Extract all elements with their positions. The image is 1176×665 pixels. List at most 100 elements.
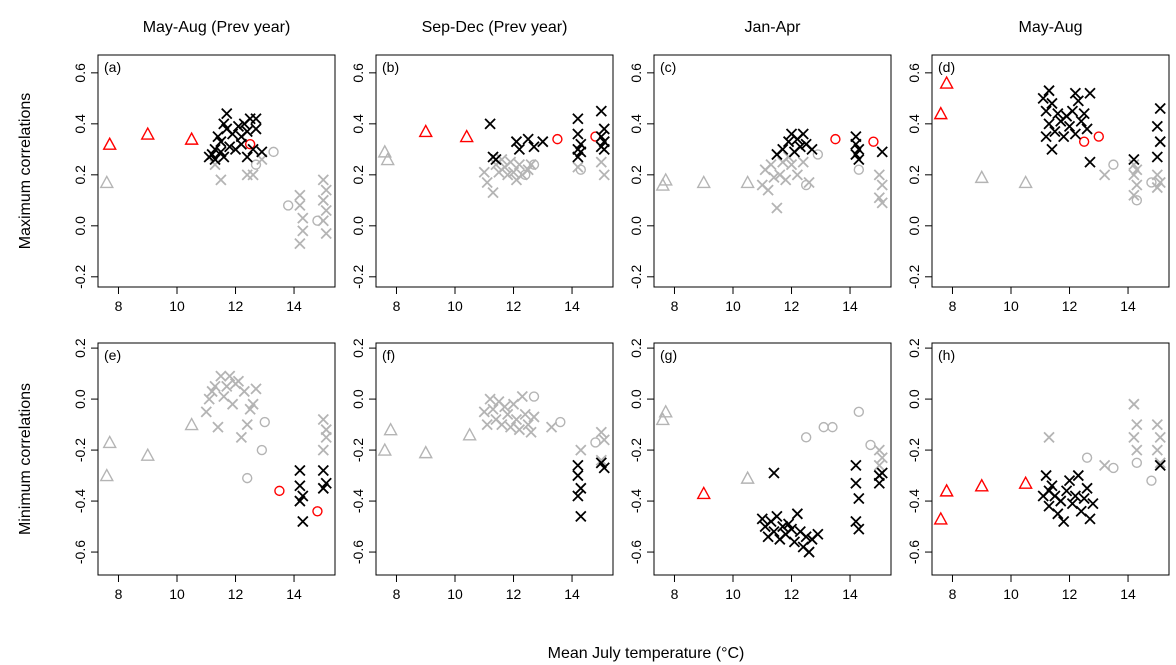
data-point-triangle bbox=[459, 129, 474, 143]
data-point-cross bbox=[806, 143, 818, 155]
data-point-cross bbox=[484, 118, 496, 130]
data-point-cross bbox=[595, 156, 607, 168]
data-point-cross bbox=[1046, 97, 1058, 110]
data-point-cross bbox=[513, 158, 526, 171]
data-point-cross bbox=[297, 490, 309, 502]
data-point-cross bbox=[215, 174, 227, 186]
data-point-triangle bbox=[974, 169, 989, 184]
data-point-cross bbox=[572, 161, 584, 173]
panel-frame bbox=[97, 342, 336, 576]
x-tick-label: 8 bbox=[115, 586, 123, 602]
x-axis-title: Mean July temperature (°C) bbox=[548, 645, 745, 662]
y-tick-label: -0.2 bbox=[72, 438, 88, 462]
y-tick-label: -0.2 bbox=[350, 438, 366, 462]
data-point-cross bbox=[1084, 156, 1096, 168]
data-point-cross bbox=[250, 113, 262, 125]
data-point-cross bbox=[1040, 469, 1052, 482]
data-point-cross bbox=[490, 153, 502, 166]
data-point-triangle bbox=[740, 470, 755, 484]
data-point-circle bbox=[256, 444, 268, 456]
data-point-cross bbox=[1151, 169, 1163, 181]
data-point-triangle bbox=[658, 404, 673, 418]
y-tick-label: 0.0 bbox=[628, 216, 644, 236]
panel-frame bbox=[931, 54, 1170, 288]
data-point-cross bbox=[224, 141, 236, 153]
data-point-cross bbox=[762, 184, 774, 196]
x-tick-label: 10 bbox=[1003, 586, 1019, 602]
data-point-cross bbox=[320, 204, 332, 217]
data-point-cross bbox=[768, 171, 780, 184]
data-point-cross bbox=[780, 174, 792, 186]
data-point-cross bbox=[510, 413, 523, 426]
data-point-cross bbox=[850, 148, 862, 161]
data-point-cross bbox=[850, 515, 862, 528]
data-point-cross bbox=[1131, 418, 1143, 431]
data-point-cross bbox=[241, 418, 253, 431]
data-point-cross bbox=[317, 194, 329, 206]
data-point-cross bbox=[294, 199, 306, 212]
data-point-triangle bbox=[933, 106, 948, 120]
data-point-cross bbox=[481, 418, 493, 431]
data-point-cross bbox=[294, 238, 306, 250]
data-point-triangle bbox=[939, 75, 954, 89]
data-point-cross bbox=[1154, 457, 1166, 469]
data-point-cross bbox=[853, 523, 865, 535]
data-point-circle bbox=[818, 421, 829, 433]
data-point-cross bbox=[876, 146, 888, 158]
y-tick-label: 0.0 bbox=[350, 389, 366, 409]
data-point-cross bbox=[876, 197, 888, 209]
panels: (a) May-Aug (Prev year) 8 10 12 14 -0.2 0.0 0.2 0… bbox=[72, 19, 1170, 602]
data-point-cross bbox=[528, 141, 540, 153]
x-tick-label: 8 bbox=[115, 298, 123, 314]
data-point-cross bbox=[572, 128, 584, 140]
y-tick-label: -0.2 bbox=[628, 265, 644, 289]
data-point-cross bbox=[507, 166, 520, 178]
panel-e: (e) 8 10 12 14 -0.6 -0.4 -0.2 0.0 0.2 bbox=[72, 338, 336, 602]
data-point-cross bbox=[1128, 398, 1140, 410]
data-point-cross bbox=[768, 526, 780, 538]
data-point-circle bbox=[250, 159, 262, 170]
data-point-cross bbox=[221, 380, 233, 392]
data-point-cross bbox=[1098, 169, 1111, 181]
x-tick-label: 10 bbox=[725, 298, 741, 314]
data-point-circle bbox=[1146, 475, 1157, 486]
data-point-circle bbox=[868, 136, 879, 147]
data-point-cross bbox=[873, 444, 885, 456]
x-tick-label: 14 bbox=[564, 298, 580, 314]
data-point-cross bbox=[803, 546, 815, 558]
x-tick-label: 8 bbox=[671, 586, 679, 602]
panel-letter: (c) bbox=[660, 59, 676, 75]
row-label-top: Maximum correlations bbox=[17, 93, 34, 249]
x-tick-label: 14 bbox=[1120, 586, 1136, 602]
x-tick-label: 10 bbox=[725, 586, 741, 602]
data-point-cross bbox=[235, 431, 248, 443]
data-point-cross bbox=[1151, 151, 1163, 163]
data-point-cross bbox=[1075, 115, 1087, 127]
data-point-cross bbox=[1081, 482, 1093, 494]
x-tick-label: 12 bbox=[1062, 586, 1078, 602]
data-point-cross bbox=[1040, 130, 1052, 143]
y-tick-label: 0.0 bbox=[72, 216, 88, 236]
data-point-cross bbox=[1072, 95, 1084, 107]
data-point-cross bbox=[1131, 179, 1143, 191]
data-point-cross bbox=[1069, 128, 1082, 140]
data-point-cross bbox=[206, 385, 218, 398]
data-point-cross bbox=[545, 421, 558, 433]
data-point-triangle bbox=[99, 468, 114, 482]
x-tick-label: 8 bbox=[393, 298, 401, 314]
data-point-cross bbox=[1049, 125, 1061, 138]
data-point-cross bbox=[317, 444, 329, 456]
data-point-circle bbox=[1108, 462, 1119, 474]
data-point-cross bbox=[1151, 418, 1163, 431]
data-point-cross bbox=[876, 452, 888, 464]
x-tick-label: 8 bbox=[949, 586, 957, 602]
data-point-triangle bbox=[655, 412, 670, 426]
y-tick-label: -0.4 bbox=[72, 489, 88, 513]
data-point-circle bbox=[865, 439, 876, 451]
y-tick-label: 0.6 bbox=[72, 63, 88, 83]
data-point-cross bbox=[850, 477, 862, 489]
data-point-cross bbox=[1046, 143, 1058, 155]
data-point-circle bbox=[590, 437, 601, 448]
data-point-triangle bbox=[377, 144, 392, 158]
